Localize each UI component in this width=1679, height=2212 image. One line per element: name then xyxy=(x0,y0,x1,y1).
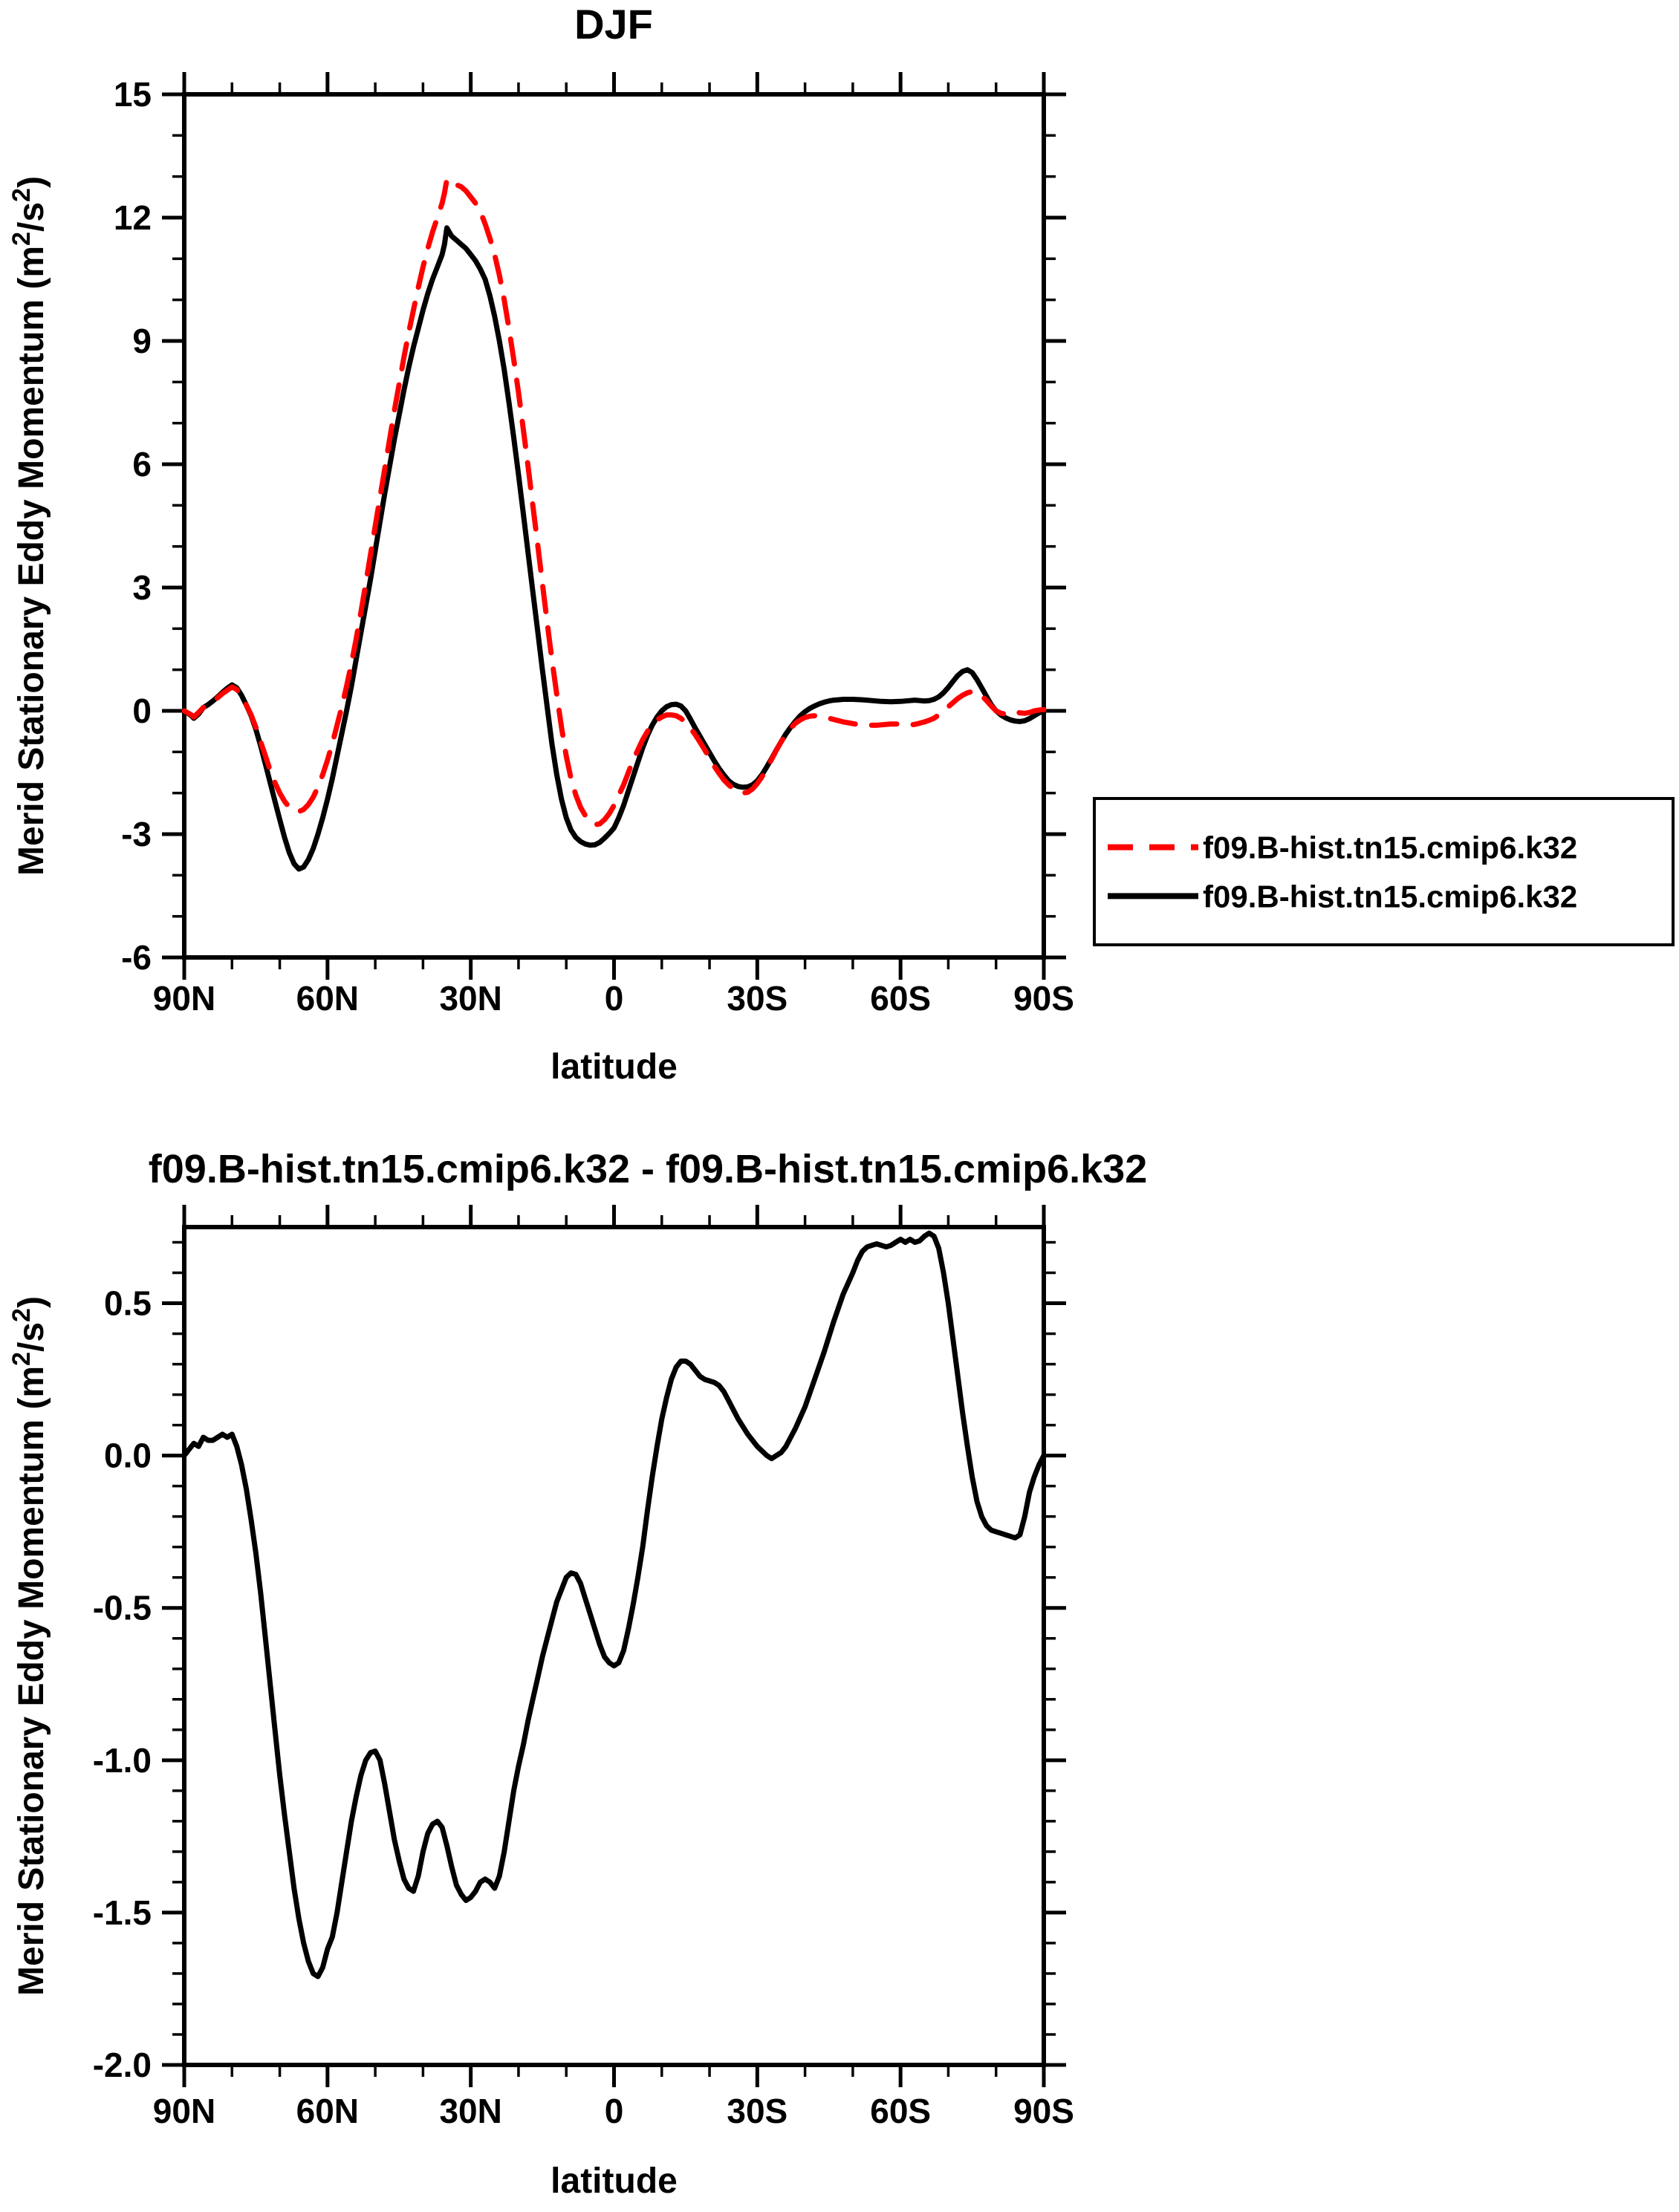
series-line xyxy=(181,1230,1047,1980)
legend-box xyxy=(1093,797,1675,946)
legend-label: f09.B-hist.tn15.cmip6.k32 xyxy=(1203,879,1577,914)
y-tick-label: -1.5 xyxy=(93,1893,152,1932)
x-tick-label: 0 xyxy=(605,979,624,1018)
y-tick-label: -6 xyxy=(121,938,152,977)
x-tick-label: 90S xyxy=(1013,2092,1074,2130)
y-tick-label: 3 xyxy=(132,568,152,607)
x-tick-label: 60N xyxy=(296,2092,359,2130)
y-axis-label: Merid Stationary Eddy Momentum (m2/s2) xyxy=(7,1296,51,1996)
y-tick-label: 12 xyxy=(114,198,152,237)
y-tick-label: 0.5 xyxy=(104,1284,152,1323)
x-axis-label: latitude xyxy=(551,2161,678,2201)
x-tick-label: 90N xyxy=(153,979,215,1018)
legend: f09.B-hist.tn15.cmip6.k32 f09.B-hist.tn15… xyxy=(1093,797,1675,946)
chart-title: DJF xyxy=(574,1,653,48)
x-axis-label: latitude xyxy=(551,1047,678,1087)
legend-label: f09.B-hist.tn15.cmip6.k32 xyxy=(1203,830,1577,865)
axis-ticks xyxy=(162,1205,1066,2087)
y-axis-label: Merid Stationary Eddy Momentum (m2/s2) xyxy=(7,176,51,876)
series-line xyxy=(181,225,1047,872)
x-tick-label: 30N xyxy=(439,2092,501,2130)
y-tick-label: -1.0 xyxy=(93,1741,152,1780)
x-tick-label: 30S xyxy=(727,979,787,1018)
x-tick-label: 30S xyxy=(727,2092,787,2130)
series-line xyxy=(181,177,1047,827)
y-tick-label: 6 xyxy=(132,445,152,484)
y-tick-label: 0.0 xyxy=(104,1437,152,1475)
x-tick-label: 90S xyxy=(1013,979,1074,1018)
x-tick-label: 60N xyxy=(296,979,359,1018)
x-tick-label: 0 xyxy=(605,2092,624,2130)
y-tick-label: -2.0 xyxy=(93,2046,152,2084)
y-tick-label: -0.5 xyxy=(93,1589,152,1627)
x-tick-label: 30N xyxy=(439,979,501,1018)
y-tick-label: 9 xyxy=(132,322,152,360)
y-tick-label: 15 xyxy=(114,75,152,114)
y-tick-label: -3 xyxy=(121,815,152,853)
axis-ticks xyxy=(162,72,1066,980)
chart-panel-1: -6 -3 0 3 6 9 12 15 90N 60N 30N 0 30S 60S 90S DJF latitu… xyxy=(7,1,1675,1087)
y-tick-label: 0 xyxy=(132,692,152,730)
chart-title: f09.B-hist.tn15.cmip6.k32 - f09.B-hist.t… xyxy=(149,1147,1147,1191)
plot-frame xyxy=(182,1225,1046,2067)
x-tick-label: 60S xyxy=(870,2092,931,2130)
x-tick-label: 60S xyxy=(870,979,931,1018)
chart-panel-2: -2.0 -1.5 -1.0 -0.5 0.0 0.5 90N 60N 30N 0 30S 60S 90… xyxy=(7,1147,1147,2201)
x-tick-label: 90N xyxy=(153,2092,215,2130)
